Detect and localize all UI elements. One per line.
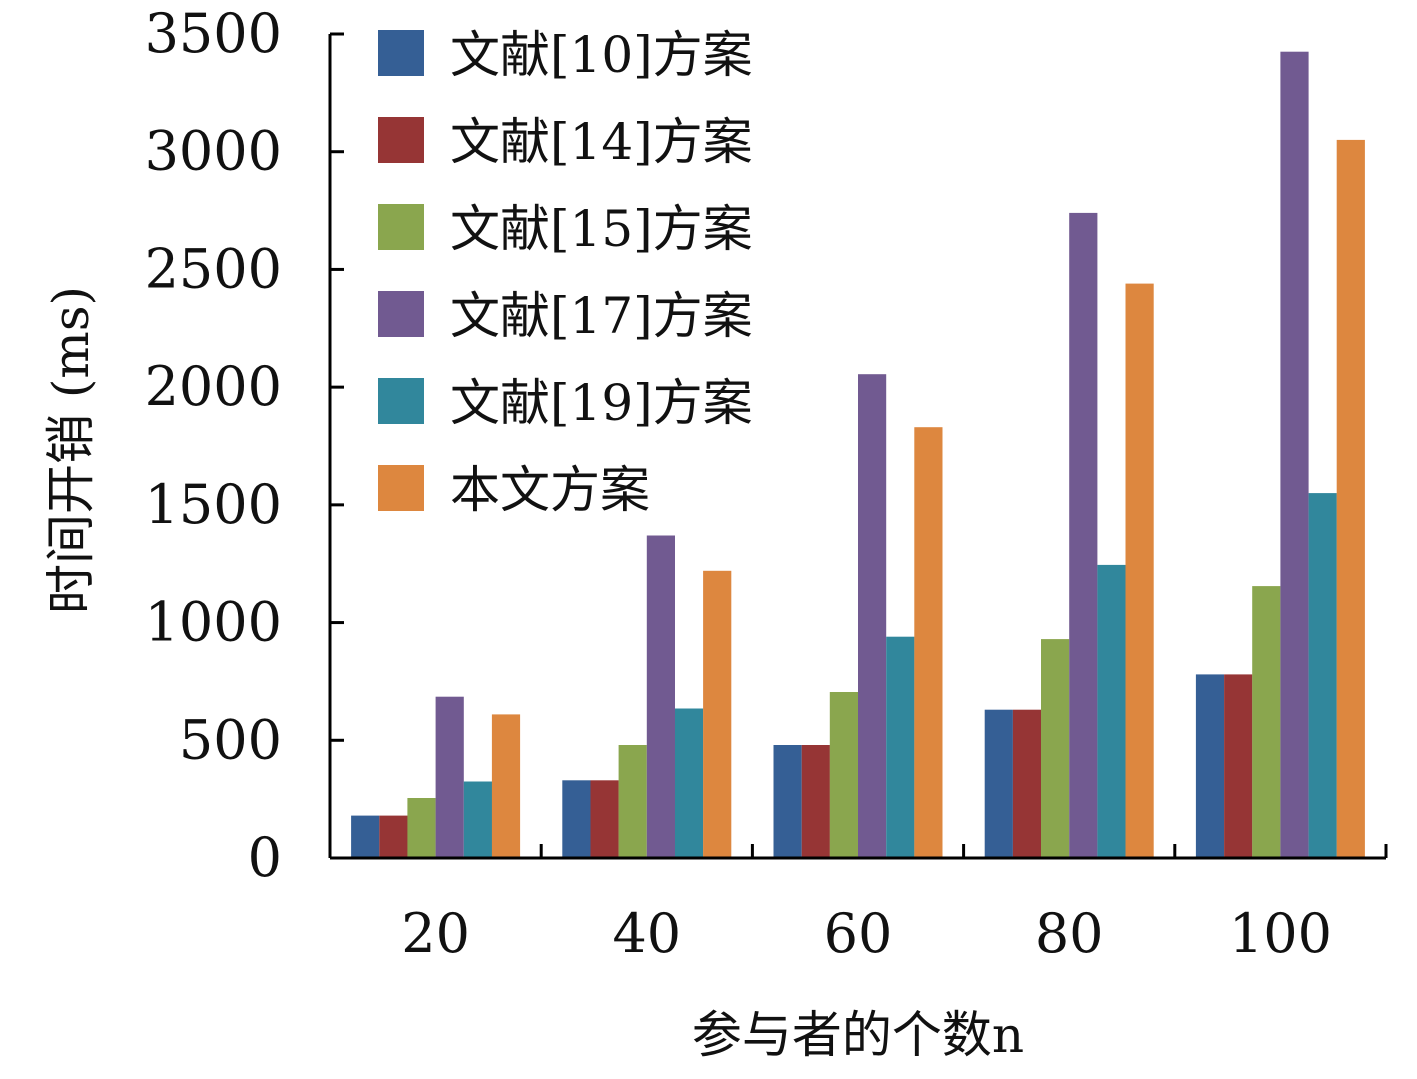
y-tick-label: 2500: [145, 237, 282, 300]
y-tick-label: 3500: [145, 2, 282, 65]
y-tick-label: 3000: [145, 120, 282, 183]
bar-5-100: [1308, 493, 1337, 858]
bar-6-80: [1125, 283, 1154, 859]
bar-3-60: [829, 692, 858, 858]
bar-6-20: [491, 714, 521, 858]
bar-3-100: [1252, 586, 1281, 858]
legend-swatch-2: [378, 117, 424, 163]
bar-6-100: [1336, 139, 1365, 858]
legend-swatch-6: [378, 465, 424, 511]
y-tick-label: 1000: [145, 591, 282, 654]
legend-label-3: 文献[15]方案: [450, 200, 753, 258]
bar-4-100: [1280, 51, 1309, 858]
legend-label-5: 文献[19]方案: [450, 374, 753, 432]
bar-4-80: [1069, 212, 1098, 858]
legend-label-4: 文献[17]方案: [450, 287, 753, 345]
legend-swatch-1: [378, 30, 424, 76]
bar-1-20: [351, 815, 380, 858]
legend-swatch-4: [378, 291, 424, 337]
bar-6-60: [914, 427, 943, 858]
bar-2-40: [590, 780, 619, 858]
legend-label-6: 本文方案: [450, 461, 650, 519]
x-tick-label: 80: [1035, 902, 1104, 965]
bar-2-60: [801, 745, 830, 858]
y-tick-label: 0: [248, 826, 282, 889]
bar-4-40: [646, 535, 675, 858]
bar-3-40: [618, 745, 647, 858]
bar-6-40: [703, 570, 732, 858]
legend-swatch-5: [378, 378, 424, 424]
bar-4-60: [858, 374, 887, 858]
bar-2-80: [1012, 709, 1042, 858]
y-tick-label: 1500: [145, 473, 282, 536]
bar-1-60: [773, 745, 802, 858]
x-tick-label: 40: [612, 902, 681, 965]
y-axis-title: 时间开销 (ms): [42, 286, 100, 614]
x-tick-label: 100: [1229, 902, 1332, 965]
bar-5-60: [886, 636, 915, 858]
bar-5-40: [675, 708, 704, 858]
bar-4-20: [435, 696, 464, 858]
x-tick-label: 20: [401, 902, 470, 965]
legend-swatch-3: [378, 204, 424, 250]
bar-1-40: [562, 780, 591, 858]
legend-label-2: 文献[14]方案: [450, 113, 753, 171]
bars-group: [351, 51, 1365, 859]
x-axis-title: 参与者的个数n: [692, 1006, 1024, 1064]
legend: 文献[10]方案文献[14]方案文献[15]方案文献[17]方案文献[19]方案…: [378, 26, 753, 519]
y-tick-label: 2000: [145, 355, 282, 418]
y-tick-label: 500: [179, 708, 282, 771]
bar-3-20: [407, 798, 436, 858]
bar-2-100: [1224, 674, 1253, 858]
bar-3-80: [1041, 639, 1070, 858]
legend-label-1: 文献[10]方案: [450, 26, 753, 84]
bar-5-20: [463, 781, 492, 858]
bar-2-20: [379, 815, 408, 858]
axes-group: 0 500 1000 1500 2000 2500 3000 3500 20 40 60 80 100: [145, 2, 1388, 965]
x-tick-label: 60: [824, 902, 893, 965]
bar-1-100: [1195, 674, 1225, 858]
bar-1-80: [984, 709, 1013, 858]
bar-5-80: [1097, 564, 1126, 858]
